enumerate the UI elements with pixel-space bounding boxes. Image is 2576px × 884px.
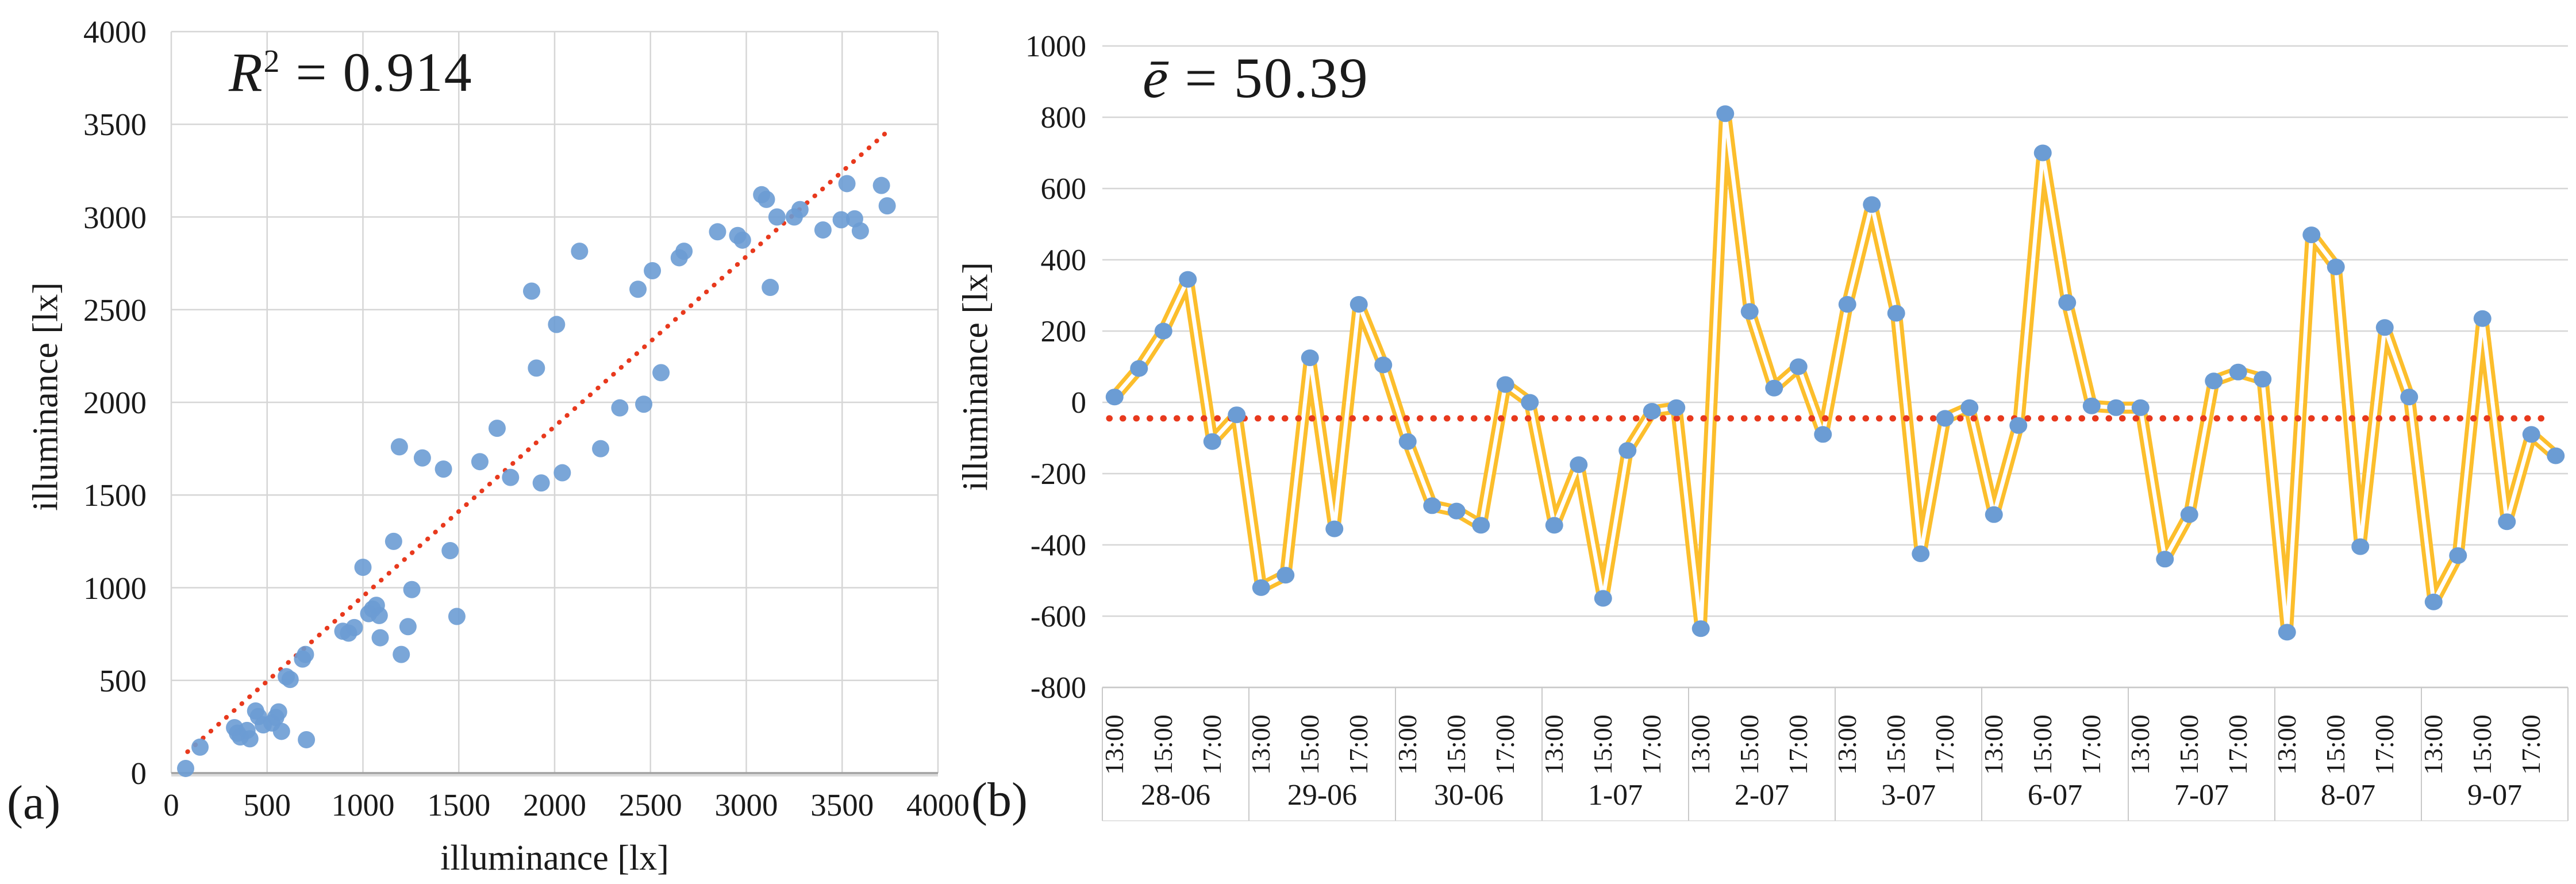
y-tick-label: 400	[1040, 244, 1087, 277]
time-tick-label: 17:00	[1344, 714, 1374, 775]
r-squared-symbol: R	[229, 41, 264, 103]
date-label: 1-07	[1587, 779, 1643, 812]
time-tick-label: 13:00	[1979, 714, 2009, 775]
y-tick-label: 600	[1040, 172, 1087, 206]
panel-b-label: (b)	[971, 773, 1028, 827]
panel-b: 1000 800 600 400 200 0 -200 -400 -600 -800 13:00 1…	[956, 0, 2576, 884]
date-label: 8-07	[2320, 779, 2376, 812]
r-squared-annotation: R2 = 0.914	[229, 40, 473, 104]
time-tick-label: 13:00	[2125, 714, 2155, 775]
time-tick-label: 17:00	[2223, 714, 2253, 775]
y-tick-label: 3500	[83, 107, 147, 143]
time-tick-label: 17:00	[1490, 714, 1520, 775]
x-tick-label: 2000	[523, 787, 586, 822]
r-squared-value: = 0.914	[280, 41, 473, 103]
time-tick-label: 13:00	[1539, 714, 1569, 775]
date-label: 9-07	[2467, 779, 2523, 812]
x-tick-label: 3000	[714, 787, 778, 822]
y-tick-label: 2000	[83, 385, 147, 420]
y-tick-label: 0	[1071, 386, 1087, 420]
time-tick-label: 15:00	[2321, 714, 2351, 775]
time-tick-label: 17:00	[2516, 714, 2546, 775]
scatter-plot-a	[170, 30, 939, 777]
mean-error-value: = 50.39	[1169, 46, 1369, 110]
y-tick-label: 200	[1040, 315, 1087, 348]
panel-a: 4000 3500 3000 2500 2000 1500 1000 500 0 0 500 100…	[0, 0, 1006, 884]
time-tick-label: 17:00	[2077, 714, 2106, 775]
time-tick-label: 15:00	[2028, 714, 2058, 775]
panel-a-x-axis-title: illuminance [lx]	[440, 839, 669, 878]
line-plot-b	[1102, 45, 2569, 821]
y-tick-label: -200	[1030, 458, 1086, 491]
y-tick-label: 1500	[83, 478, 147, 513]
time-tick-label: 13:00	[1686, 714, 1716, 775]
time-tick-label: 17:00	[1783, 714, 1813, 775]
y-tick-label: -800	[1030, 671, 1086, 705]
y-tick-label: 1000	[83, 570, 147, 606]
time-tick-label: 17:00	[1637, 714, 1667, 775]
time-tick-label: 15:00	[1295, 714, 1325, 775]
y-tick-label: 3000	[83, 199, 147, 235]
time-tick-label: 13:00	[1246, 714, 1276, 775]
date-label: 29-06	[1287, 779, 1358, 812]
panel-a-label: (a)	[7, 776, 61, 829]
y-tick-label: -400	[1030, 529, 1086, 562]
time-tick-label: 13:00	[2419, 714, 2448, 775]
date-label: 28-06	[1140, 779, 1211, 812]
y-tick-label: 4000	[83, 14, 147, 49]
x-tick-label: 0	[163, 787, 179, 822]
x-tick-label: 2500	[618, 787, 682, 822]
time-tick-label: 17:00	[1197, 714, 1227, 775]
time-tick-label: 15:00	[1881, 714, 1911, 775]
y-tick-label: 500	[99, 663, 147, 698]
time-tick-label: 15:00	[1441, 714, 1471, 775]
panel-b-y-axis-title: illuminance [lx]	[956, 262, 995, 491]
r-squared-exponent: 2	[263, 44, 281, 79]
mean-error-annotation: ē = 50.39	[1143, 45, 1369, 111]
y-tick-label: -600	[1030, 600, 1086, 633]
time-tick-label: 15:00	[1148, 714, 1178, 775]
x-tick-label: 3500	[810, 787, 874, 822]
y-tick-label: 1000	[1025, 30, 1086, 63]
date-label: 2-07	[1734, 779, 1790, 812]
time-tick-label: 13:00	[1393, 714, 1422, 775]
x-tick-label: 500	[243, 787, 291, 822]
time-tick-label: 13:00	[1099, 714, 1129, 775]
time-tick-label: 15:00	[1735, 714, 1764, 775]
date-label: 6-07	[2027, 779, 2083, 812]
y-tick-label: 2500	[83, 292, 147, 328]
x-tick-label: 1000	[331, 787, 395, 822]
date-label: 3-07	[1881, 779, 1936, 812]
date-label: 7-07	[2174, 779, 2229, 812]
time-tick-label: 17:00	[1930, 714, 1960, 775]
time-tick-label: 15:00	[2174, 714, 2204, 775]
time-tick-label: 17:00	[2370, 714, 2400, 775]
date-label: 30-06	[1433, 779, 1504, 812]
time-tick-label: 15:00	[1588, 714, 1618, 775]
y-tick-label: 0	[130, 756, 147, 791]
time-tick-label: 13:00	[2272, 714, 2302, 775]
x-tick-label: 1500	[427, 787, 491, 822]
time-tick-label: 13:00	[1832, 714, 1862, 775]
y-tick-label: 800	[1040, 101, 1087, 134]
panel-a-y-axis-title: illuminance [lx]	[26, 282, 66, 511]
mean-error-symbol: ē	[1143, 46, 1170, 110]
x-tick-label: 4000	[906, 787, 970, 822]
time-tick-label: 15:00	[2467, 714, 2497, 775]
